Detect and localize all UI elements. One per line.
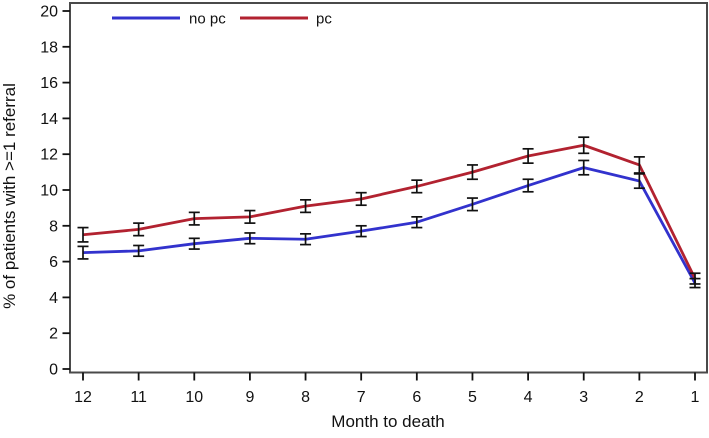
y-tick-label: 8	[49, 218, 58, 235]
series-line-pc	[82, 143, 697, 280]
x-tick-label: 3	[579, 389, 588, 406]
x-tick-label: 2	[635, 389, 644, 406]
y-tick-label: 16	[40, 75, 58, 92]
x-axis-title: Month to death	[331, 412, 444, 431]
x-tick-label: 12	[74, 389, 92, 406]
y-axis-title: % of patients with >=1 referral	[0, 83, 19, 309]
x-tick-label: 9	[245, 389, 254, 406]
y-tick-label: 12	[40, 147, 58, 164]
x-tick-label: 7	[357, 389, 366, 406]
plot-frame	[69, 2, 708, 374]
x-tick-label: 4	[524, 389, 533, 406]
y-tick-label: 20	[40, 4, 58, 21]
x-tick-label: 5	[468, 389, 477, 406]
series-lines	[82, 143, 697, 284]
x-tick-label: 1	[691, 389, 700, 406]
x-tick-label: 8	[301, 389, 310, 406]
y-tick-label: 10	[40, 183, 58, 200]
error-bars	[77, 136, 701, 289]
y-tick-label: 18	[40, 39, 58, 56]
y-axis-ticks: 0 2 4 6 8 10 12 14 16 18 20	[40, 4, 70, 379]
legend-label-pc: pc	[316, 11, 332, 28]
legend: no pc pc	[112, 11, 332, 28]
x-tick-label: 11	[130, 389, 147, 406]
legend-label-no-pc: no pc	[189, 11, 226, 28]
series-line-no-pc	[82, 166, 697, 284]
x-tick-label: 6	[412, 389, 421, 406]
y-tick-label: 4	[49, 290, 58, 307]
y-tick-label: 6	[49, 254, 58, 271]
x-axis-ticks: 12 11 10 9 8 7 6 5 4 3 2 1	[74, 372, 700, 406]
y-tick-label: 14	[40, 111, 58, 128]
y-tick-label: 0	[49, 362, 58, 379]
y-tick-label: 2	[49, 326, 58, 343]
x-tick-label: 10	[185, 389, 203, 406]
